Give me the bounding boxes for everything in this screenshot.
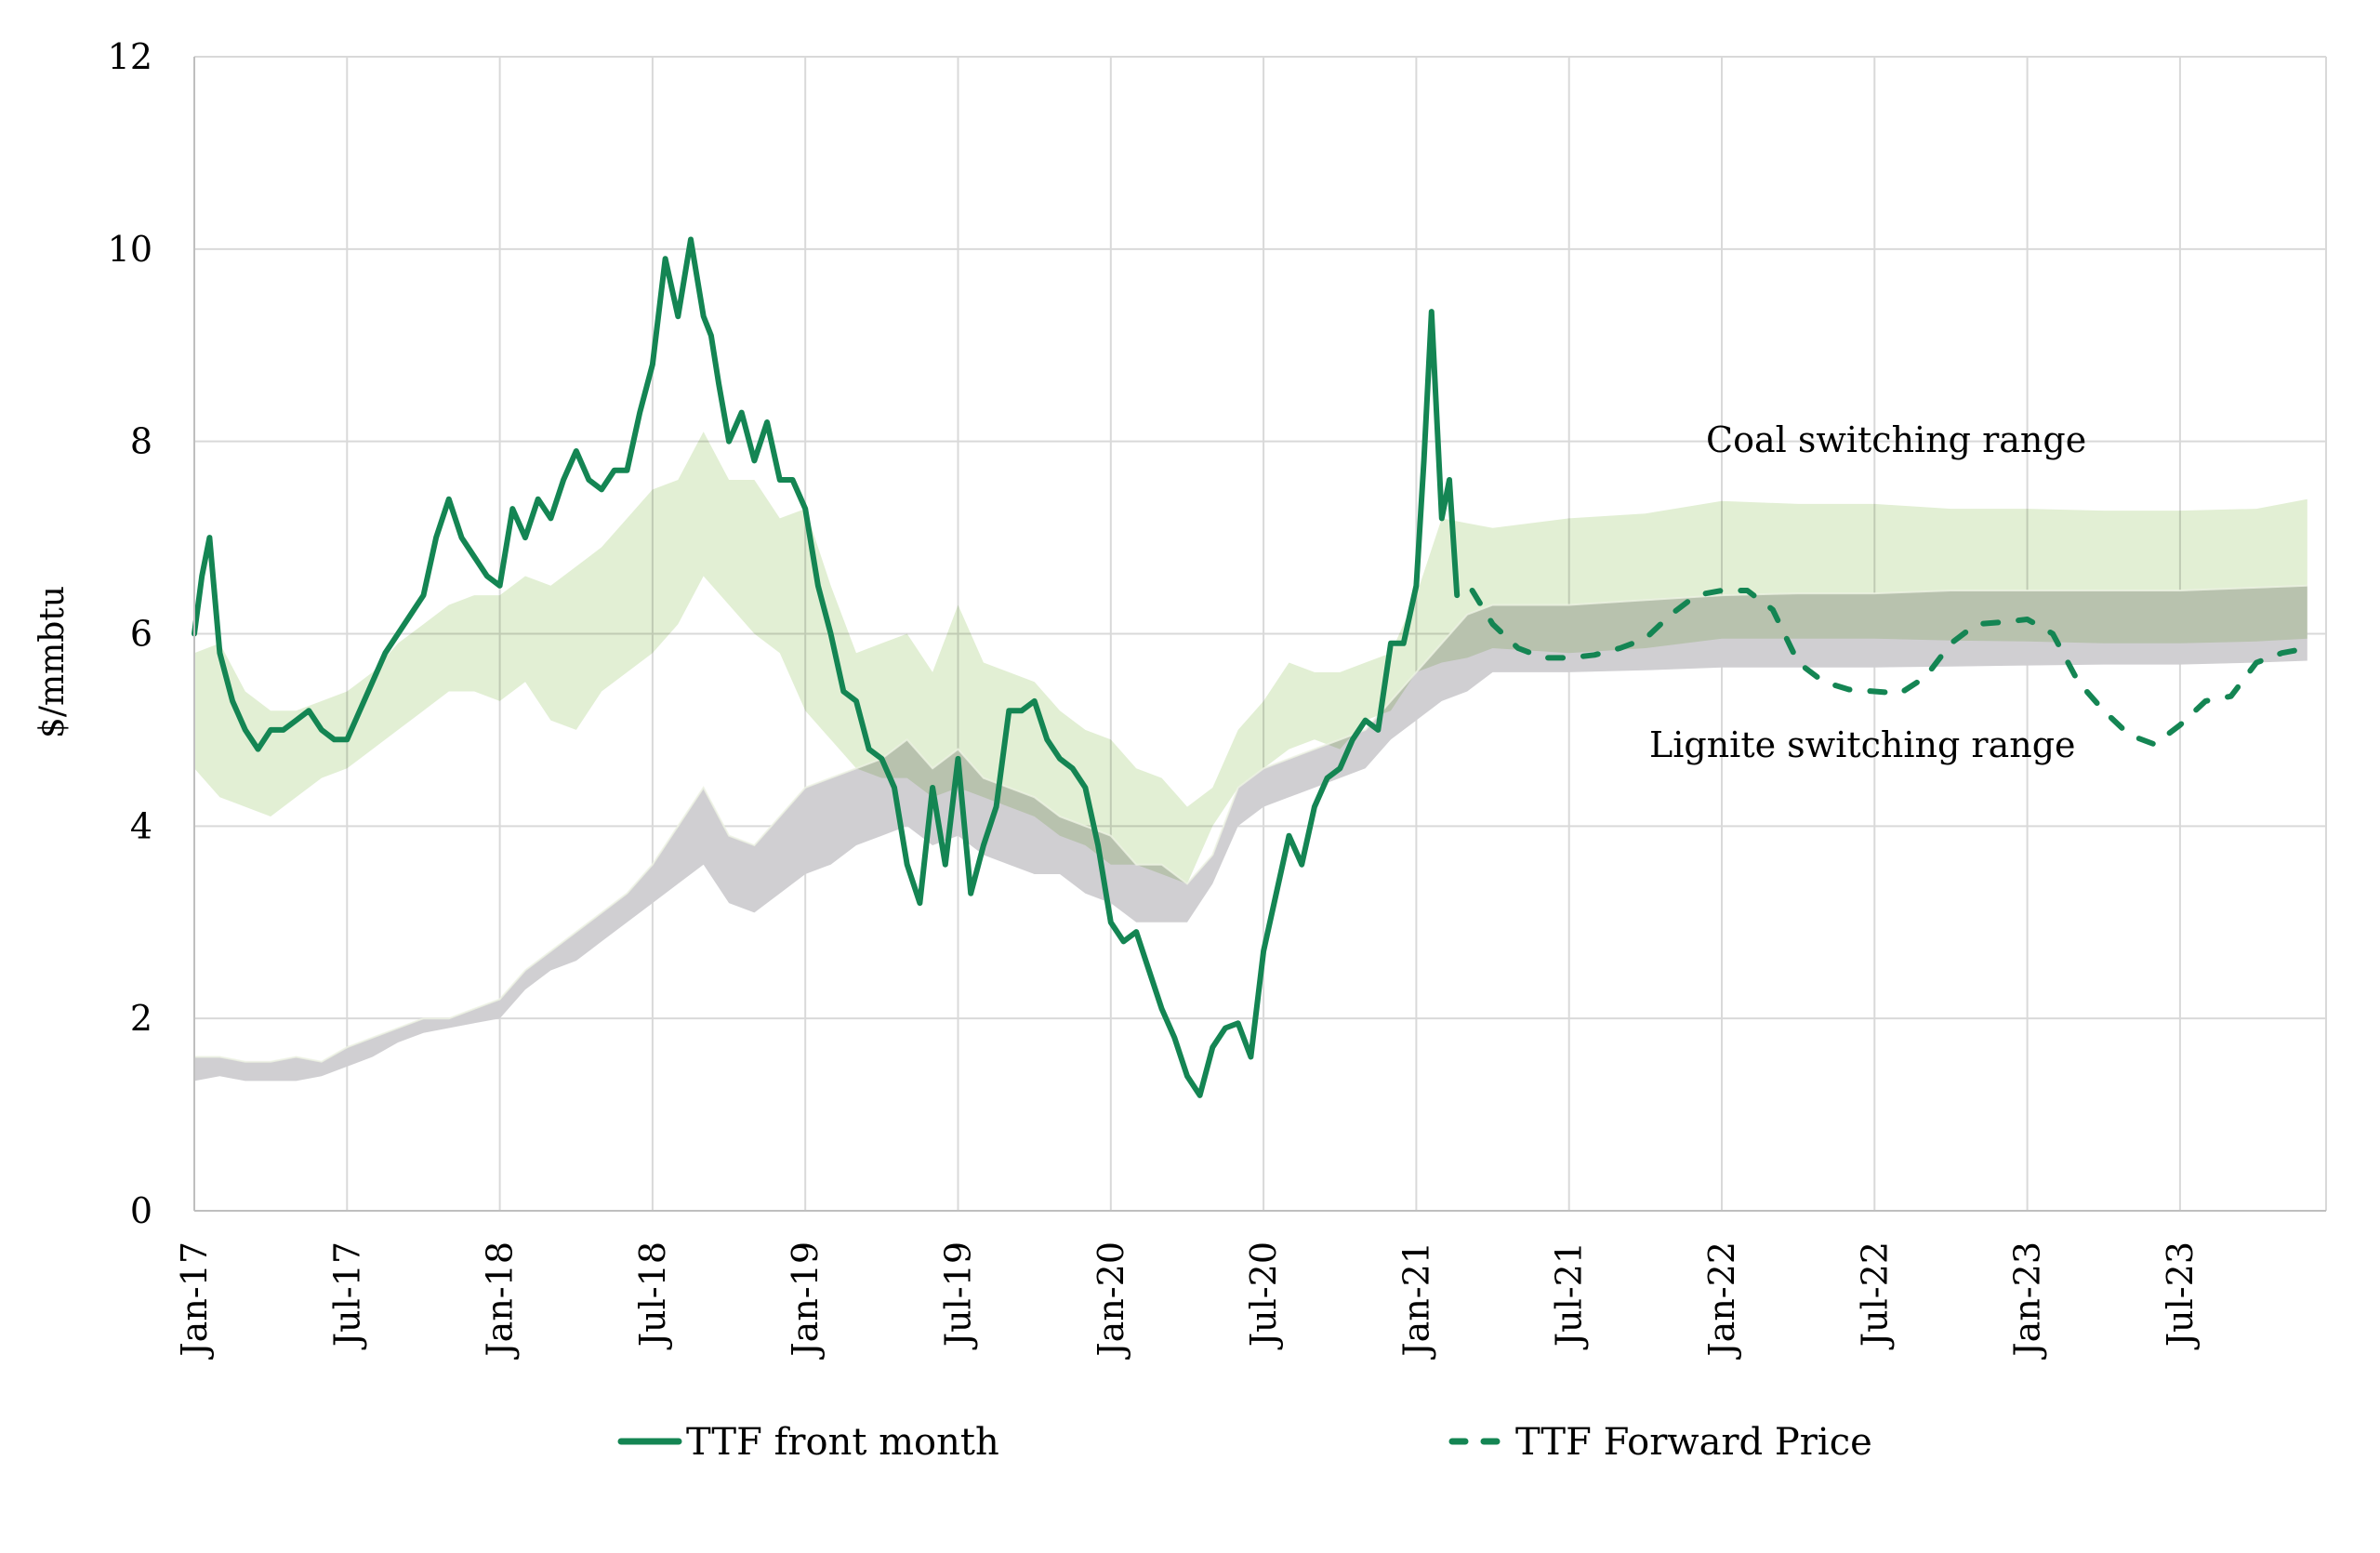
x-tick-label: Jan-21 [1395, 1241, 1436, 1361]
x-tick-label: Jan-22 [1701, 1241, 1742, 1361]
x-tick-label: Jul-21 [1549, 1241, 1590, 1350]
x-tick-label: Jan-18 [480, 1241, 521, 1361]
ttf-forward-price-line [1469, 588, 2310, 748]
x-tick-label: Jul-20 [1243, 1241, 1284, 1350]
x-tick-label: Jul-18 [632, 1241, 673, 1350]
axes [193, 57, 2326, 1212]
y-tick-label: 6 [130, 614, 152, 655]
x-tick-label: Jul-22 [1854, 1241, 1895, 1350]
y-tick-label: 0 [130, 1190, 152, 1231]
x-tick-label: Jan-17 [174, 1241, 215, 1361]
annotation-lignite-switching-range: Lignite switching range [1649, 724, 2076, 765]
lignite-upper-edge [194, 584, 2307, 1063]
legend-label-ttf-front-month: TTF front month [686, 1421, 999, 1464]
y-tick-labels: 0 2 4 6 8 10 12 [108, 36, 152, 1231]
y-tick-label: 12 [108, 36, 152, 77]
annotation-coal-switching-range: Coal switching range [1706, 419, 2086, 460]
legend: TTF front month TTF Forward Price [617, 1421, 1872, 1464]
series-lines [192, 236, 2310, 1098]
ttf-front-month-line [192, 236, 1461, 1098]
y-tick-label: 10 [108, 229, 152, 270]
y-tick-label: 2 [130, 998, 152, 1039]
x-tick-label: Jan-23 [2007, 1241, 2048, 1361]
x-tick-labels: Jan-17 Jul-17 Jan-18 Jul-18 Jan-19 Jul-19 Jan-… [174, 1241, 2201, 1361]
switching-bands [194, 431, 2307, 1082]
y-tick-label: 8 [130, 421, 152, 462]
legend-label-ttf-forward-price: TTF Forward Price [1515, 1421, 1872, 1464]
x-tick-label: Jan-20 [1091, 1241, 1131, 1361]
y-axis-title: $/mmbtu [33, 586, 72, 738]
x-tick-label: Jan-19 [785, 1241, 826, 1361]
x-tick-label: Jul-23 [2160, 1241, 2201, 1350]
coal-switching-band [194, 431, 2307, 884]
annotations: Coal switching range Lignite switching r… [1649, 419, 2086, 765]
x-tick-label: Jul-17 [326, 1241, 367, 1350]
y-tick-label: 4 [130, 805, 152, 846]
x-tick-label: Jul-19 [938, 1241, 979, 1350]
